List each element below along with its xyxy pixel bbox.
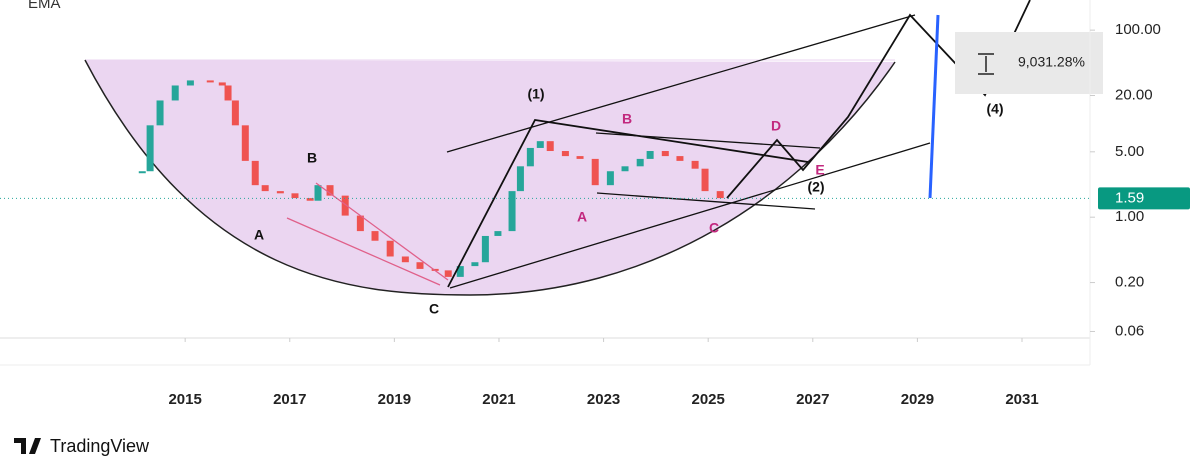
wave-label: D xyxy=(771,118,781,134)
cup-curve xyxy=(84,59,896,296)
candle xyxy=(621,166,629,172)
x-tick-label: 2025 xyxy=(691,391,724,408)
x-tick-label: 2021 xyxy=(482,391,515,408)
drawings xyxy=(286,0,1031,289)
candle xyxy=(471,262,479,267)
wave-label: B xyxy=(622,111,632,127)
candle xyxy=(561,151,569,157)
x-tick-label: 2019 xyxy=(378,391,411,408)
wave-label: (1) xyxy=(527,86,544,102)
candle xyxy=(691,160,699,169)
candle xyxy=(291,193,299,199)
candle xyxy=(326,185,334,196)
candle xyxy=(314,185,322,201)
y-tick-label: 0.06 xyxy=(1115,322,1144,339)
wedge-line xyxy=(286,217,441,286)
x-tick-label: 2015 xyxy=(168,391,201,408)
wave-label: E xyxy=(815,162,824,178)
wave-label: A xyxy=(254,227,264,243)
candle xyxy=(306,198,314,201)
y-tick-label: 100.00 xyxy=(1115,21,1161,38)
candle xyxy=(444,270,452,277)
brand: TradingView xyxy=(50,436,150,456)
wave-path xyxy=(447,119,809,288)
candle xyxy=(536,141,544,148)
candle xyxy=(701,168,709,192)
candle xyxy=(716,191,724,199)
plot xyxy=(84,59,896,296)
candle xyxy=(231,100,239,126)
last-price-label: 1.59 xyxy=(1115,189,1144,206)
candle xyxy=(606,171,614,186)
candle xyxy=(526,147,534,167)
candle xyxy=(386,240,394,257)
candle xyxy=(186,80,194,86)
candle xyxy=(456,266,464,277)
candle xyxy=(576,156,584,159)
candle xyxy=(251,160,259,186)
candle xyxy=(206,80,214,83)
candle xyxy=(508,191,516,232)
candle xyxy=(371,231,379,241)
candle xyxy=(146,125,154,172)
wave-label: C xyxy=(709,220,719,236)
indicator-label: EMA xyxy=(28,0,61,12)
candle xyxy=(241,125,249,161)
candle xyxy=(516,166,524,192)
x-tick-label: 2031 xyxy=(1005,391,1038,408)
trend-line xyxy=(596,192,816,210)
candle xyxy=(646,151,654,159)
x-tick-label: 2017 xyxy=(273,391,306,408)
trend-line xyxy=(449,142,931,289)
candle xyxy=(494,231,502,236)
candle xyxy=(636,158,644,167)
candle xyxy=(218,82,226,86)
vertical-line xyxy=(928,14,940,199)
cup-area xyxy=(85,60,895,295)
projection-path xyxy=(726,0,1031,199)
wedge-line xyxy=(315,182,449,281)
candle xyxy=(138,171,146,174)
measure-icon xyxy=(978,53,994,75)
y-tick-label: 1.00 xyxy=(1115,208,1144,225)
candle xyxy=(261,185,269,192)
wave-label: (4) xyxy=(986,101,1003,117)
y-tick-label: 20.00 xyxy=(1115,86,1153,103)
wave-label: (2) xyxy=(807,179,824,195)
trend-line xyxy=(446,14,916,153)
candle xyxy=(356,215,364,232)
candle xyxy=(591,158,599,186)
candle xyxy=(341,195,349,216)
wave-label: C xyxy=(429,301,439,317)
measure-box xyxy=(955,32,1103,94)
x-tick-label: 2027 xyxy=(796,391,829,408)
candle xyxy=(546,141,554,152)
x-tick-label: 2029 xyxy=(901,391,934,408)
last-price-badge xyxy=(1098,187,1190,210)
y-tick-label: 0.20 xyxy=(1115,274,1144,291)
candle xyxy=(224,85,232,101)
wave-label: B xyxy=(307,150,317,166)
candle xyxy=(156,100,164,126)
candle xyxy=(276,191,284,194)
candle xyxy=(401,256,409,263)
x-tick-label: 2023 xyxy=(587,391,620,408)
candle xyxy=(481,235,489,263)
wave-label: A xyxy=(577,209,587,225)
candle xyxy=(171,85,179,101)
candle xyxy=(661,151,669,157)
logo: TradingView xyxy=(14,436,150,456)
measure-text: 9,031.28% xyxy=(1018,54,1085,70)
candle xyxy=(416,262,424,269)
y-tick-label: 5.00 xyxy=(1115,143,1144,160)
candle xyxy=(676,156,684,161)
